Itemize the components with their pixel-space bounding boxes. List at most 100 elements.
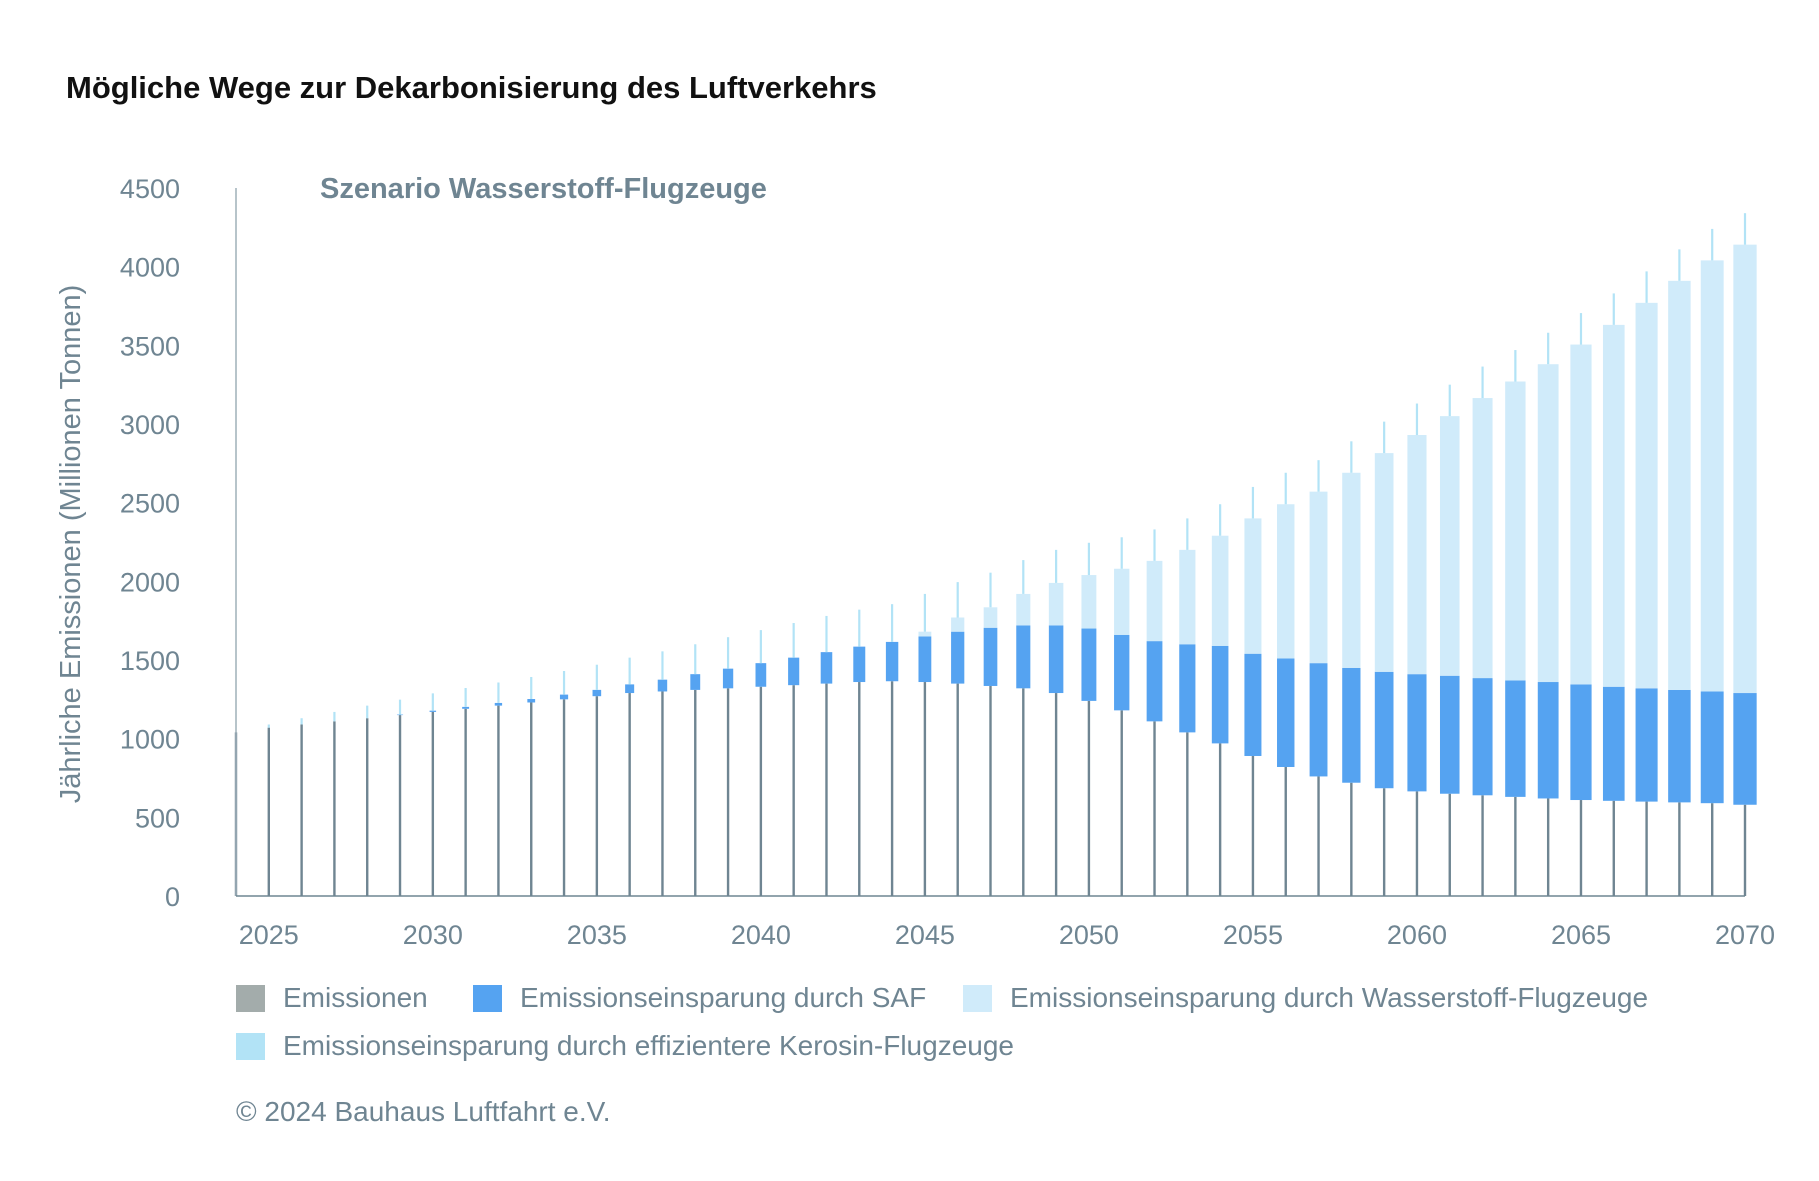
bar-segment	[1218, 743, 1222, 896]
x-tick-label: 2025	[239, 920, 299, 950]
bar-segment	[300, 724, 303, 896]
bar-segment	[1711, 803, 1714, 896]
bar-group-2048	[1016, 560, 1031, 896]
y-tick-label: 3500	[120, 331, 180, 361]
x-tick-label: 2060	[1387, 920, 1447, 950]
y-tick-label: 4000	[120, 253, 180, 283]
bar-segment	[1472, 678, 1493, 796]
bar-group-2038	[690, 644, 701, 896]
bar-group-2034	[559, 671, 569, 896]
bar-group-2030	[429, 693, 437, 896]
bar-group-2053	[1179, 518, 1196, 896]
bar-segment	[1153, 721, 1156, 896]
bar-segment	[398, 699, 402, 715]
bar-segment	[267, 727, 270, 896]
bar-segment	[1251, 486, 1255, 519]
bar-group-2051	[1114, 537, 1130, 896]
bar-segment	[1678, 249, 1681, 281]
bar-segment	[858, 682, 861, 896]
bar-segment	[923, 682, 927, 896]
legend-item-wasserstoff: Emissionseinsparung durch Wasserstoff-Fl…	[963, 982, 1648, 1014]
bar-segment	[1448, 384, 1451, 417]
x-axis-ticks: 2025 2030 2035 2040 2045 2050 2055 2060 2065 2070	[239, 920, 1775, 950]
bar-segment	[1505, 680, 1526, 797]
bar-segment	[890, 681, 894, 896]
legend-label: Emissionen	[283, 982, 428, 1013]
bar-segment	[1514, 796, 1517, 896]
bar-segment	[788, 657, 800, 686]
bar-segment	[885, 641, 899, 682]
bar-segment	[951, 631, 965, 684]
bar-segment	[1579, 313, 1583, 345]
bar-segment	[1244, 653, 1262, 756]
bar-group-2042	[820, 615, 833, 896]
bar-group-2035	[592, 664, 602, 896]
y-tick-label: 1500	[120, 646, 180, 676]
bar-segment	[1415, 403, 1419, 436]
bar-segment	[657, 679, 668, 692]
bar-segment	[595, 664, 598, 690]
y-tick-label: 4500	[120, 174, 180, 204]
bar-segment	[956, 582, 959, 618]
bar-segment	[429, 710, 437, 712]
bar-segment	[1114, 568, 1130, 635]
x-tick-label: 2030	[403, 920, 463, 950]
chart-title: Szenario Wasserstoff-Flugzeuge	[320, 173, 767, 205]
bar-segment	[858, 609, 861, 647]
bar-segment	[396, 714, 404, 716]
bar-segment	[1211, 535, 1229, 646]
bar-segment	[1602, 324, 1625, 687]
bar-segment	[1514, 350, 1517, 382]
bar-group-2044	[885, 604, 899, 896]
bar-segment	[722, 668, 734, 689]
bar-group-2045	[918, 593, 932, 896]
bar-group-2059	[1374, 421, 1394, 896]
bar-segment	[1537, 364, 1559, 683]
bar-segment	[694, 689, 697, 896]
bar-segment	[792, 685, 795, 896]
bar-segment	[1179, 549, 1196, 645]
bar-segment	[1481, 366, 1484, 399]
bar-segment	[1350, 782, 1353, 896]
x-tick-label: 2040	[731, 920, 791, 950]
bar-group-2062	[1472, 366, 1493, 896]
bar-segment	[1120, 710, 1123, 896]
bar-segment	[1317, 460, 1320, 492]
y-tick-label: 3000	[120, 410, 180, 440]
bar-group-2058	[1342, 441, 1361, 896]
bar-segment	[1448, 793, 1451, 896]
bar-segment	[694, 644, 697, 675]
bar-segment	[1114, 634, 1130, 711]
x-tick-label: 2065	[1551, 920, 1611, 950]
legend-label: Emissionseinsparung durch effizientere K…	[283, 1030, 1014, 1061]
legend-item-emissionen: Emissionen	[236, 982, 428, 1014]
y-tick-label: 0	[165, 882, 180, 912]
bar-segment	[1146, 560, 1163, 642]
bar-segment	[1505, 381, 1526, 681]
bars	[234, 213, 1757, 896]
bar-segment	[726, 637, 730, 669]
bar-segment	[1570, 344, 1592, 685]
bar-group-2028	[366, 705, 369, 896]
bar-segment	[1120, 537, 1123, 569]
bar-segment	[1481, 795, 1484, 896]
bar-segment	[1153, 529, 1156, 561]
bar-segment	[1022, 560, 1025, 594]
bar-group-2063	[1505, 350, 1526, 896]
bar-segment	[562, 699, 566, 896]
bar-segment	[1211, 645, 1229, 744]
bar-segment	[1081, 575, 1097, 629]
bar-segment	[1407, 674, 1427, 792]
bar-group-2043	[853, 609, 866, 896]
page-title: Mögliche Wege zur Dekarbonisierung des L…	[66, 70, 877, 105]
bar-segment	[1317, 776, 1320, 896]
bar-segment	[1087, 700, 1091, 896]
bar-segment	[1284, 766, 1287, 896]
bar-segment	[853, 646, 866, 683]
bar-segment	[1645, 271, 1648, 303]
bar-segment	[983, 607, 998, 628]
bar-segment	[1186, 732, 1189, 896]
bar-group-2070	[1733, 213, 1757, 896]
bar-group-2046	[951, 582, 965, 896]
bar-segment	[956, 683, 959, 896]
